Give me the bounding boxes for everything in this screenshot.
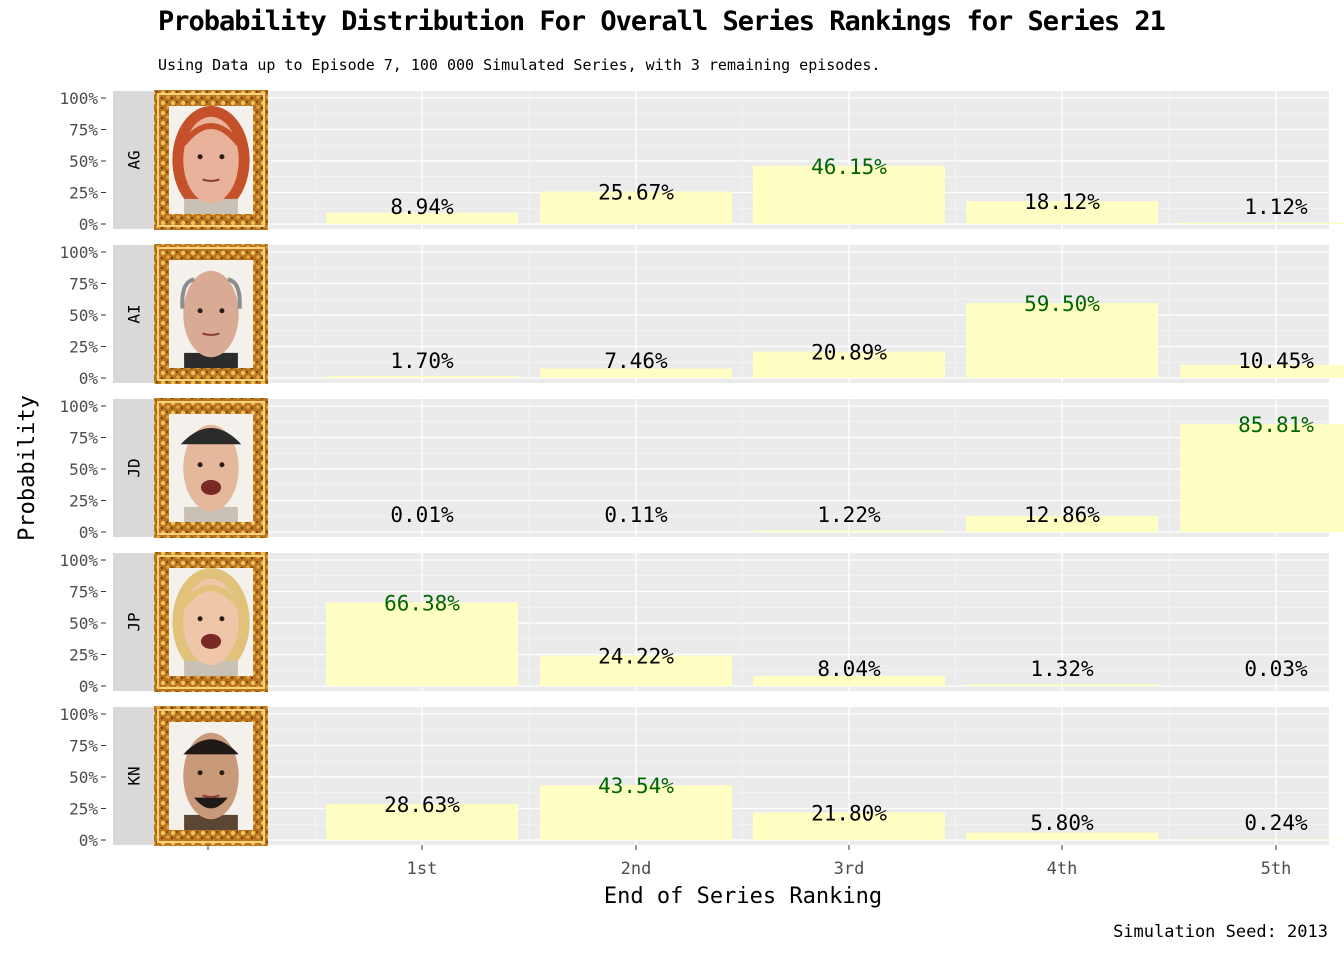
bar [966,303,1158,378]
bar [326,803,518,840]
bar [966,832,1158,840]
facet-strip-label: AI [125,304,144,323]
y-tick-label: 75% [69,121,98,140]
y-tick-label: 25% [69,646,98,665]
chart-subtitle: Using Data up to Episode 7, 100 000 Simu… [158,56,881,74]
facet-strip [113,91,154,229]
bar-value-label-max: 66.38% [384,591,460,615]
y-tick-label: 0% [79,369,99,388]
bar-value-label-max: 43.54% [598,774,674,798]
x-tick-label: 3rd [834,859,865,879]
facet-strip [113,399,154,537]
bar [966,201,1158,224]
bar-value-label: 0.03% [1244,657,1308,681]
bar-value-label: 8.04% [817,657,881,681]
contestant-portrait [154,552,268,692]
bar-value-label: 1.12% [1244,195,1308,219]
y-tick-label: 50% [69,460,98,479]
bar-value-label: 0.01% [390,503,454,527]
bar-value-label: 21.80% [811,802,887,826]
x-tick-label: 4th [1047,859,1078,879]
bar [326,212,518,224]
contestant-portrait [154,244,268,384]
x-axis-title: End of Series Ranking [604,884,882,909]
bar [753,812,945,840]
bar [1180,364,1344,378]
contestant-portrait [154,90,268,230]
bar-value-label: 1.22% [817,503,881,527]
bar [966,684,1158,686]
bar [753,675,945,686]
bar-value-label: 18.12% [1024,190,1100,214]
bar-value-label: 7.46% [604,349,668,373]
bar [1180,423,1344,532]
x-tick-label: 2nd [621,859,652,879]
y-tick-label: 75% [69,737,98,756]
y-tick-label: 50% [69,768,98,787]
bar-value-label: 24.22% [598,644,674,668]
bar [753,351,945,378]
y-tick-label: 25% [69,800,98,819]
bar-value-label: 1.32% [1030,657,1094,681]
bar-value-label: 28.63% [384,793,460,817]
bar-value-label: 20.89% [811,341,887,365]
y-tick-label: 25% [69,338,98,357]
y-axis-title: Probability [15,395,40,541]
bar-value-label: 5.80% [1030,811,1094,835]
facet-strip [113,553,154,691]
bar [1180,222,1344,224]
facet-strip [113,707,154,845]
facet-strip-label: JP [125,612,144,631]
bar [326,375,518,378]
y-tick-label: 0% [79,831,99,850]
bar-value-label: 1.70% [390,349,454,373]
facet-strip [113,245,154,383]
y-tick-label: 100% [59,551,98,570]
y-tick-label: 100% [59,397,98,416]
bar [540,655,732,686]
y-tick-label: 100% [59,89,98,108]
facet-strip-label: KN [125,766,144,785]
y-tick-label: 0% [79,677,99,696]
bar [753,530,945,532]
y-tick-label: 50% [69,152,98,171]
bar-value-label: 8.94% [390,195,454,219]
y-tick-label: 0% [79,523,99,542]
facet-strip-label: JD [125,458,144,477]
y-tick-label: 25% [69,492,98,511]
bar-value-label-max: 46.15% [811,155,887,179]
bar [966,515,1158,532]
y-tick-label: 25% [69,184,98,203]
y-tick-label: 100% [59,243,98,262]
y-tick-label: 100% [59,705,98,724]
y-tick-label: 50% [69,306,98,325]
bar [540,191,732,224]
x-tick-label: 5th [1261,859,1292,879]
bar [540,368,732,378]
y-tick-label: 75% [69,275,98,294]
contestant-portrait [154,398,268,538]
bar-value-label: 25.67% [598,181,674,205]
bar [753,165,945,224]
contestant-portrait [154,706,268,846]
y-tick-label: 0% [79,215,99,234]
bar [540,785,732,840]
bar-value-label-max: 85.81% [1238,413,1314,437]
bar-value-label: 0.11% [604,503,668,527]
y-tick-label: 75% [69,583,98,602]
x-tick-label: 1st [407,859,438,879]
facet-strip-label: AG [125,150,144,169]
bar-value-label-max: 59.50% [1024,292,1100,316]
bar-value-label: 10.45% [1238,349,1314,373]
bar-value-label: 12.86% [1024,503,1100,527]
bar [326,602,518,686]
chart-caption: Simulation Seed: 2013 [1113,922,1328,942]
bar-value-label: 0.24% [1244,811,1308,835]
y-tick-label: 75% [69,429,98,448]
y-tick-label: 50% [69,614,98,633]
chart-title: Probability Distribution For Overall Ser… [158,6,1166,37]
